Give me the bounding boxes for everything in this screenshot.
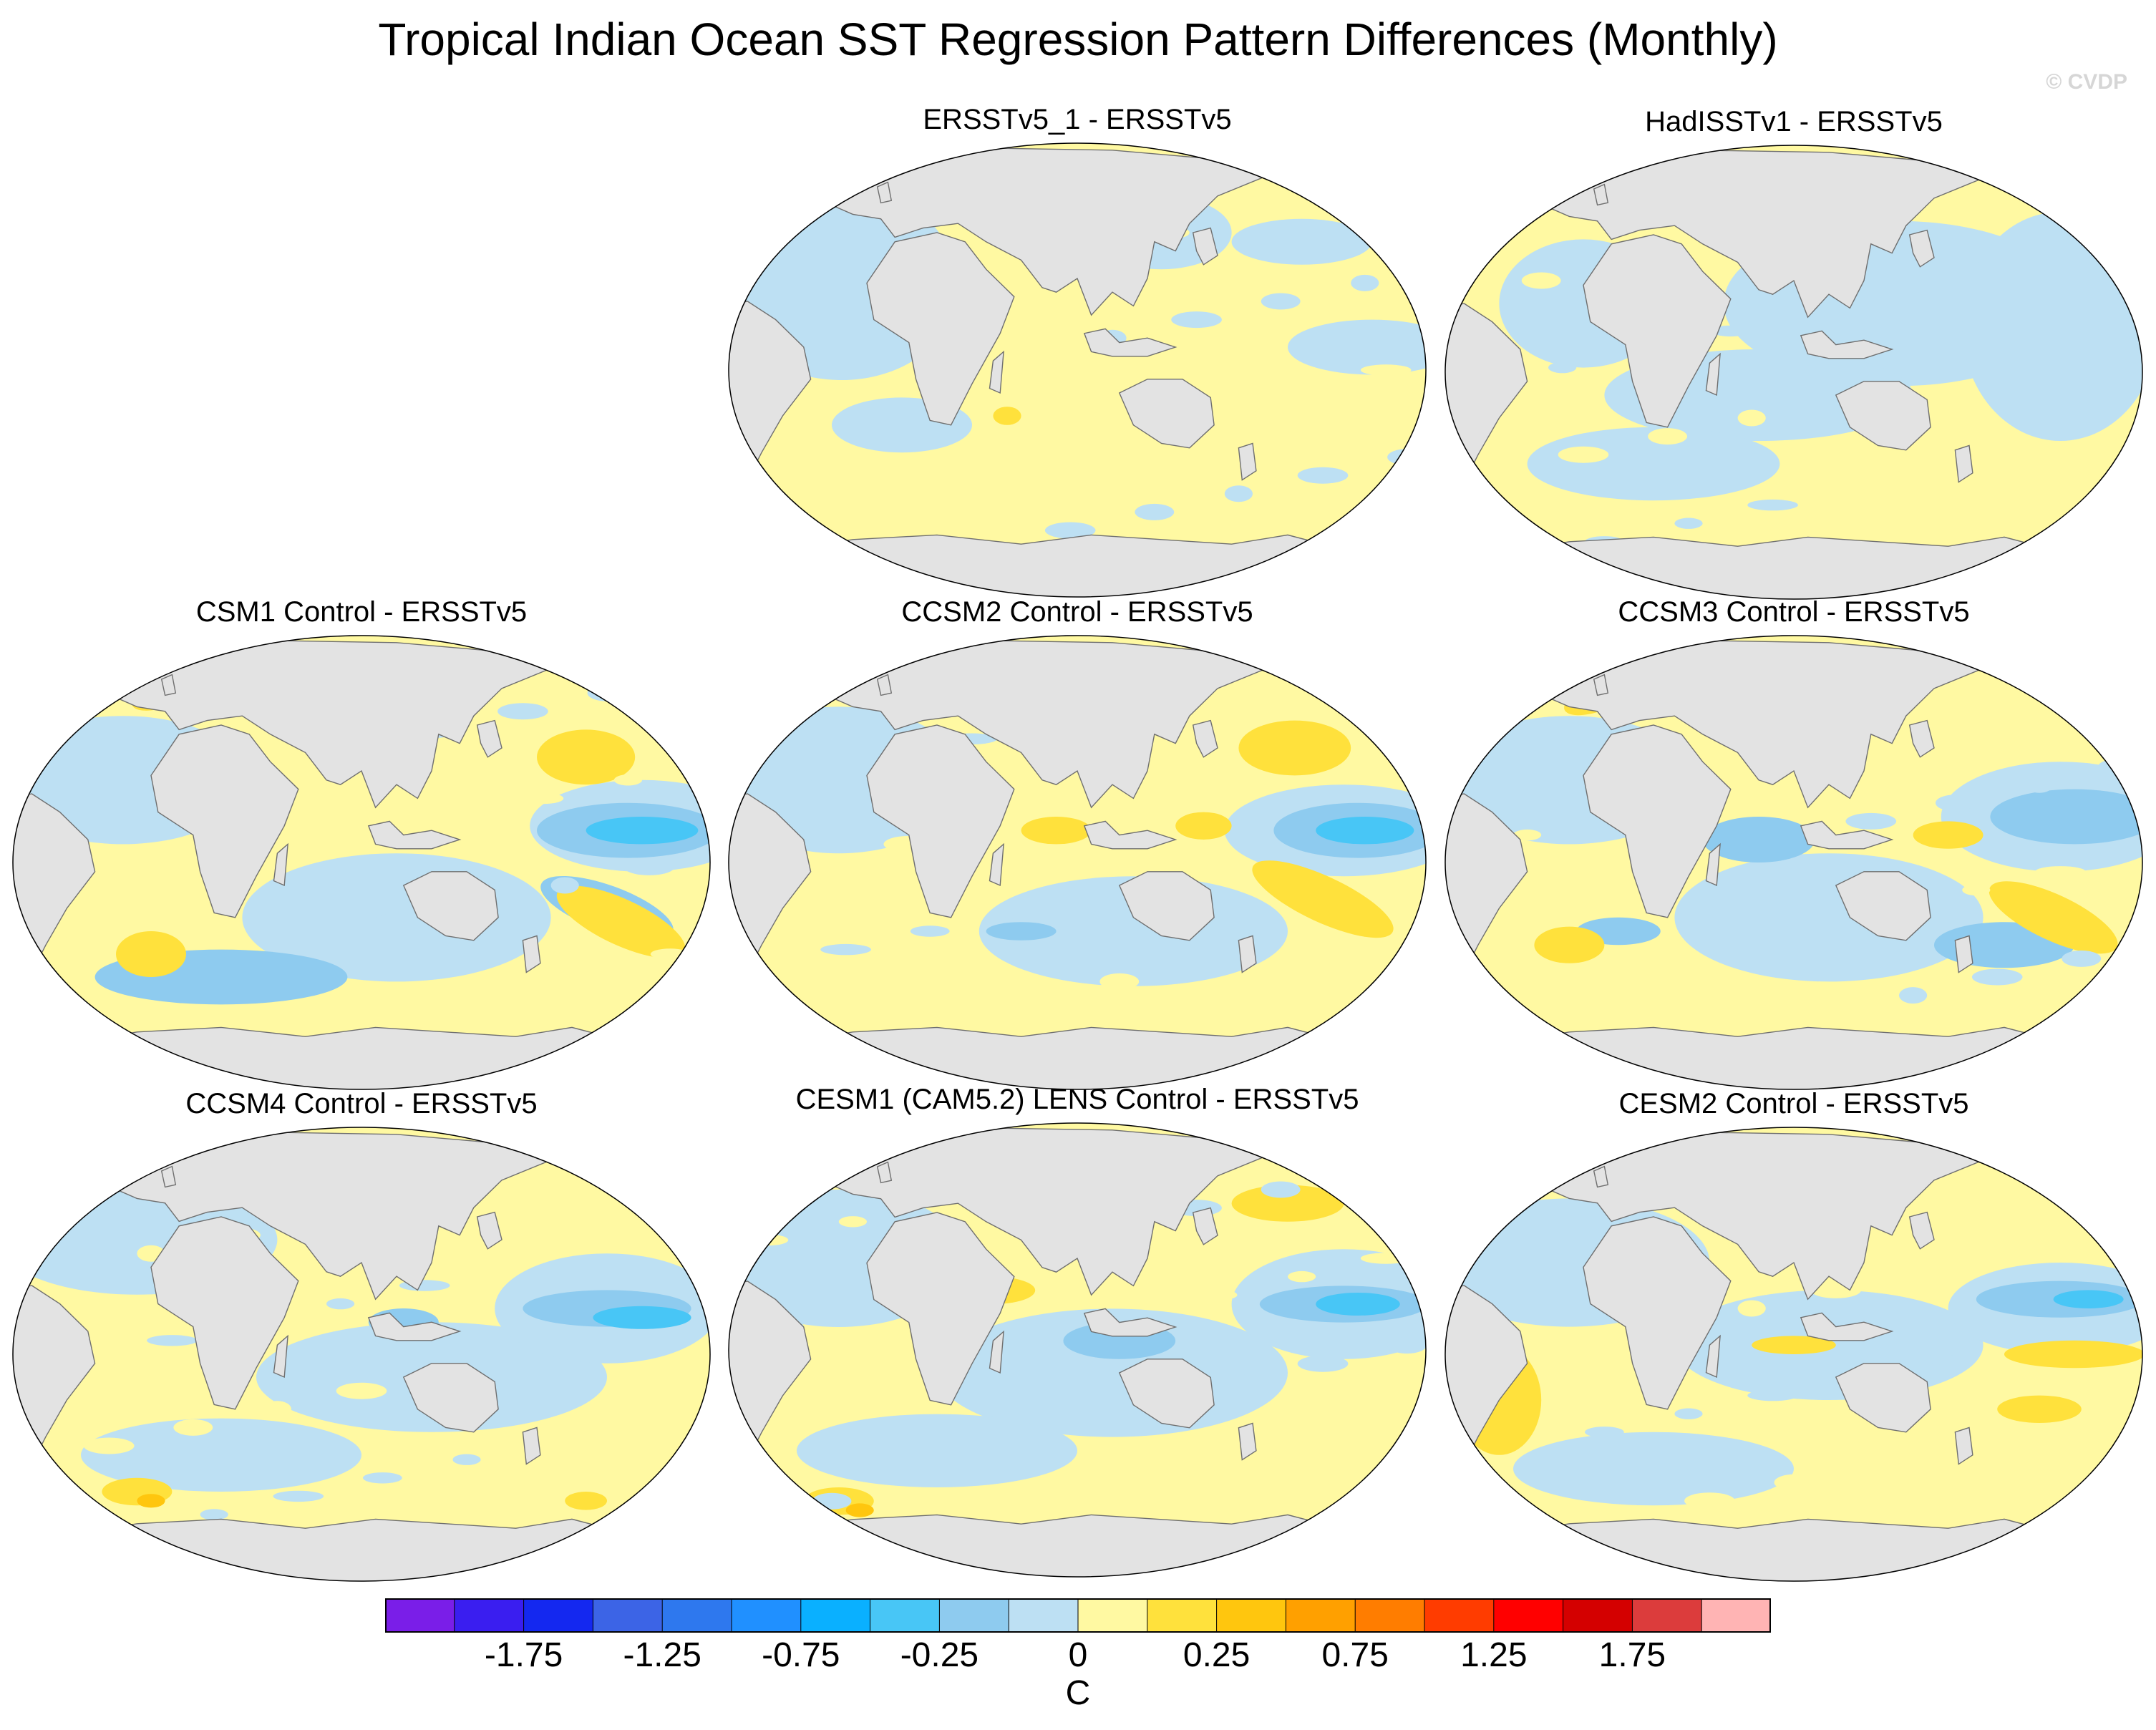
- difference-map: [728, 142, 1427, 598]
- figure-title: Tropical Indian Ocean SST Regression Pat…: [378, 14, 1778, 65]
- difference-map: [728, 1122, 1427, 1578]
- colorbar-swatch: [800, 1599, 871, 1632]
- colorbar-tick-label: 1.25: [1460, 1636, 1528, 1674]
- panel-title: CCSM3 Control - ERSSTv5: [1618, 596, 1970, 628]
- colorbar-swatch: [1216, 1599, 1286, 1632]
- difference-map: [1444, 145, 2143, 600]
- panel-title: CESM1 (CAM5.2) LENS Control - ERSSTv5: [795, 1084, 1359, 1115]
- colorbar-unit: C: [1065, 1674, 1091, 1712]
- map-panel-8: CESM2 Control - ERSSTv5: [1443, 1088, 2145, 1589]
- colorbar-swatch: [1009, 1599, 1079, 1632]
- colorbar-swatch: [1286, 1599, 1356, 1632]
- colorbar-labels: -1.75 -1.25 -0.75 -0.25 0 0.25 0.75 1.25 1.75: [0, 1636, 2156, 1686]
- map-panel-2: HadISSTv1 - ERSSTv5: [1443, 106, 2145, 607]
- colorbar-swatch: [939, 1599, 1009, 1632]
- colorbar-swatch: [870, 1599, 940, 1632]
- panel-title: CESM2 Control - ERSSTv5: [1618, 1088, 1969, 1119]
- colorbar-tick-label: -1.25: [623, 1636, 701, 1674]
- map-panel-5: CCSM3 Control - ERSSTv5: [1443, 596, 2145, 1097]
- panel-title: CSM1 Control - ERSSTv5: [195, 596, 528, 628]
- map-panel-3: CSM1 Control - ERSSTv5: [11, 596, 712, 1097]
- colorbar-swatch: [1632, 1599, 1702, 1632]
- colorbar-swatch: [1701, 1599, 1771, 1632]
- difference-map: [12, 1127, 711, 1582]
- colorbar-swatch: [454, 1599, 525, 1632]
- panel-title: ERSSTv5_1 - ERSSTv5: [923, 104, 1232, 135]
- colorbar-swatch: [732, 1599, 802, 1632]
- panel-title: CCSM2 Control - ERSSTv5: [901, 596, 1253, 628]
- colorbar-swatch: [1563, 1599, 1633, 1632]
- colorbar-swatch: [1493, 1599, 1564, 1632]
- colorbar-swatch: [1424, 1599, 1495, 1632]
- panel-title: CCSM4 Control - ERSSTv5: [185, 1088, 538, 1119]
- map-panel-1: ERSSTv5_1 - ERSSTv5: [727, 104, 1428, 605]
- colorbar-swatch: [1078, 1599, 1148, 1632]
- colorbar-tick-label: -1.75: [484, 1636, 563, 1674]
- colorbar-tick-label: -0.25: [900, 1636, 979, 1674]
- watermark: © CVDP: [2046, 70, 2127, 94]
- map-panel-4: CCSM2 Control - ERSSTv5: [727, 596, 1428, 1097]
- colorbar-tick-label: 0.25: [1183, 1636, 1251, 1674]
- colorbar-swatch: [662, 1599, 732, 1632]
- difference-map: [12, 635, 711, 1090]
- colorbar-tick-label: 1.75: [1598, 1636, 1666, 1674]
- colorbar-tick-label: 0.75: [1321, 1636, 1389, 1674]
- panel-title: HadISSTv1 - ERSSTv5: [1645, 106, 1943, 137]
- colorbar-tick-label: 0: [1068, 1636, 1088, 1674]
- colorbar-swatch: [1147, 1599, 1218, 1632]
- map-panel-7: CESM1 (CAM5.2) LENS Control - ERSSTv5: [727, 1084, 1428, 1585]
- difference-map: [1444, 1127, 2143, 1582]
- difference-map: [728, 635, 1427, 1090]
- map-panel-6: CCSM4 Control - ERSSTv5: [11, 1088, 712, 1589]
- colorbar-swatch: [593, 1599, 663, 1632]
- colorbar-tick-label: -0.75: [762, 1636, 840, 1674]
- difference-map: [1444, 635, 2143, 1090]
- colorbar-swatch: [385, 1599, 455, 1632]
- colorbar-swatch: [523, 1599, 593, 1632]
- colorbar-swatch: [1355, 1599, 1425, 1632]
- colorbar: [385, 1598, 1771, 1633]
